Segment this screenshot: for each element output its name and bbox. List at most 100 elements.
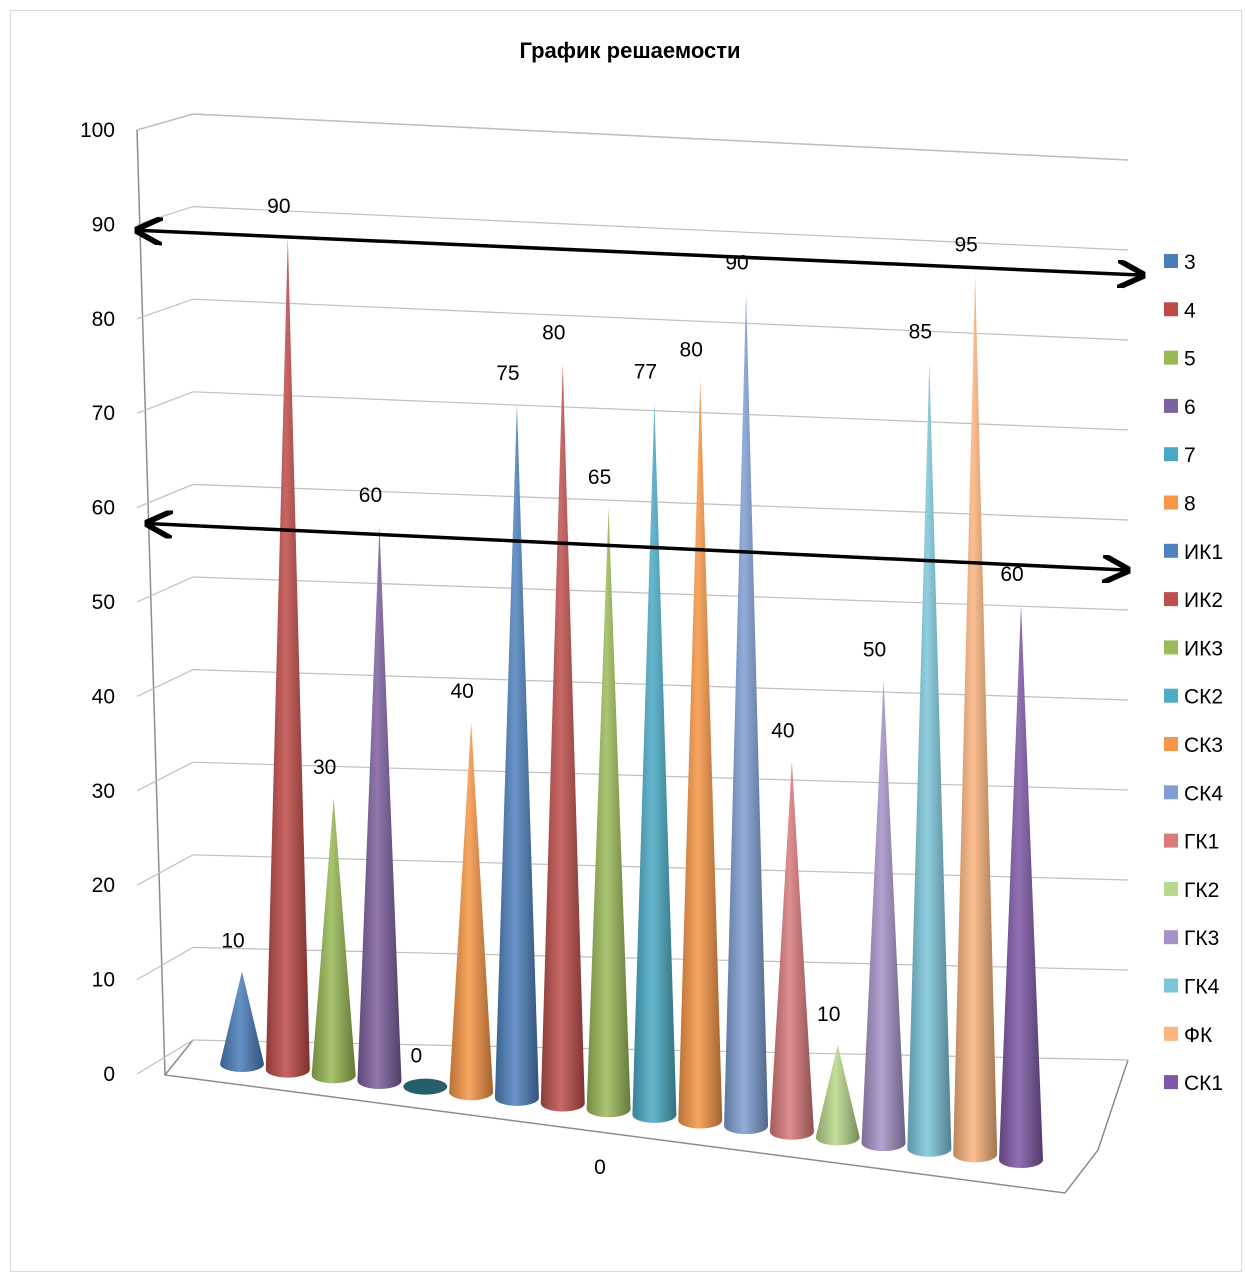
legend-item-ГК1: ГК1 (1164, 831, 1219, 854)
data-label-ИК3: 65 (588, 466, 611, 489)
legend-label: ГК1 (1184, 831, 1219, 854)
legend-item-7: 7 (1164, 444, 1196, 467)
legend-swatch (1164, 979, 1178, 993)
legend-item-ИК1: ИК1 (1164, 541, 1223, 564)
cone-body (357, 526, 401, 1089)
legend-item-СК4: СК4 (1164, 782, 1223, 805)
data-label-ИК1: 75 (496, 362, 519, 385)
legend-label: ГК4 (1184, 976, 1220, 999)
legend-swatch (1164, 1027, 1178, 1041)
cone-ГК1 (770, 762, 814, 1140)
cone-body (541, 363, 585, 1111)
legend-swatch (1164, 302, 1178, 316)
cone-СК4 (724, 294, 768, 1135)
data-label-СК3: 80 (680, 338, 703, 361)
data-label-6: 60 (359, 484, 382, 507)
cone-body (678, 380, 722, 1128)
cone-ИК1 (495, 404, 539, 1106)
data-label-ГК2: 10 (817, 1003, 840, 1026)
legend-label: СК4 (1184, 782, 1223, 805)
data-label-ГК4: 85 (909, 320, 932, 343)
legend-swatch (1164, 640, 1178, 654)
cone-body (266, 237, 310, 1078)
legend-swatch (1164, 834, 1178, 848)
cone-body (770, 762, 814, 1140)
cone-ИК2 (541, 363, 585, 1111)
x-axis: 0 (594, 1156, 606, 1179)
legend-swatch (1164, 496, 1178, 510)
cone-7 (403, 1079, 447, 1095)
cone-body (449, 722, 493, 1100)
legend-swatch (1164, 882, 1178, 896)
legend-label: 7 (1184, 444, 1196, 467)
legend-label: 4 (1184, 299, 1196, 322)
cone-body (220, 971, 264, 1072)
legend-swatch (1164, 544, 1178, 558)
cone-ГК4 (907, 362, 951, 1156)
cone-СК1 (999, 605, 1043, 1168)
y-tick-label: 10 (92, 969, 115, 992)
y-tick-label: 20 (92, 874, 115, 897)
data-label-ГК1: 40 (771, 720, 794, 743)
legend-label: СК3 (1184, 734, 1223, 757)
cone-body (312, 798, 356, 1084)
cone-ГК2 (816, 1045, 860, 1146)
legend-swatch (1164, 351, 1178, 365)
data-label-4: 90 (267, 195, 290, 218)
legend-swatch (1164, 592, 1178, 606)
legend-item-ИК2: ИК2 (1164, 589, 1223, 612)
cone-body (816, 1045, 860, 1146)
legend-label: СК1 (1184, 1072, 1223, 1095)
data-label-ИК2: 80 (542, 321, 565, 344)
y-tick-label: 100 (80, 119, 115, 142)
cone-5 (312, 798, 356, 1084)
data-label-3: 10 (221, 929, 244, 952)
gridline (137, 114, 1128, 160)
data-label-ГК3: 50 (863, 638, 886, 661)
cone-СК2 (632, 402, 676, 1122)
legend-swatch (1164, 254, 1178, 268)
legend-swatch (1164, 399, 1178, 413)
cone-ГК3 (862, 680, 906, 1151)
x-tick-label: 0 (594, 1156, 606, 1179)
y-tick-label: 80 (92, 308, 115, 331)
cone-6 (357, 526, 401, 1089)
legend-label: ИК3 (1184, 637, 1223, 660)
legend-item-СК1: СК1 (1164, 1072, 1223, 1095)
legend-item-8: 8 (1164, 493, 1196, 516)
y-axis: 0 10 20 30 40 50 60 70 80 90 100 (80, 119, 115, 1086)
legend-label: ФК (1184, 1024, 1213, 1047)
chart-title: График решаемости (519, 38, 740, 63)
legend-swatch (1164, 447, 1178, 461)
legend-item-ФК: ФК (1164, 1024, 1213, 1047)
cone-body (907, 362, 951, 1156)
legend-label: 6 (1184, 396, 1196, 419)
cone-8 (449, 722, 493, 1100)
legend-item-5: 5 (1164, 348, 1196, 371)
cone-body (587, 508, 631, 1117)
floor-side-edge (165, 1040, 193, 1075)
y-tick-label: 0 (103, 1063, 115, 1086)
y-tick-label: 40 (92, 685, 115, 708)
cone-series (220, 237, 1043, 1168)
legend-swatch (1164, 1075, 1178, 1089)
legend-item-ГК4: ГК4 (1164, 976, 1220, 999)
legend-label: ИК2 (1184, 589, 1223, 612)
data-label-СК2: 77 (634, 360, 657, 383)
legend-label: 8 (1184, 493, 1196, 516)
legend-swatch (1164, 785, 1178, 799)
legend-label: 3 (1184, 251, 1196, 274)
double-arrow-90 (140, 230, 1140, 275)
legend-label: ГК2 (1184, 879, 1219, 902)
legend-swatch (1164, 689, 1178, 703)
cone-ИК3 (587, 508, 631, 1117)
cone-body (999, 605, 1043, 1168)
y-tick-label: 70 (92, 402, 115, 425)
legend-item-6: 6 (1164, 396, 1196, 419)
legend-swatch (1164, 930, 1178, 944)
cone-3 (220, 971, 264, 1072)
cone-body (495, 404, 539, 1106)
y-tick-label: 60 (92, 497, 115, 520)
cone-body (862, 680, 906, 1151)
